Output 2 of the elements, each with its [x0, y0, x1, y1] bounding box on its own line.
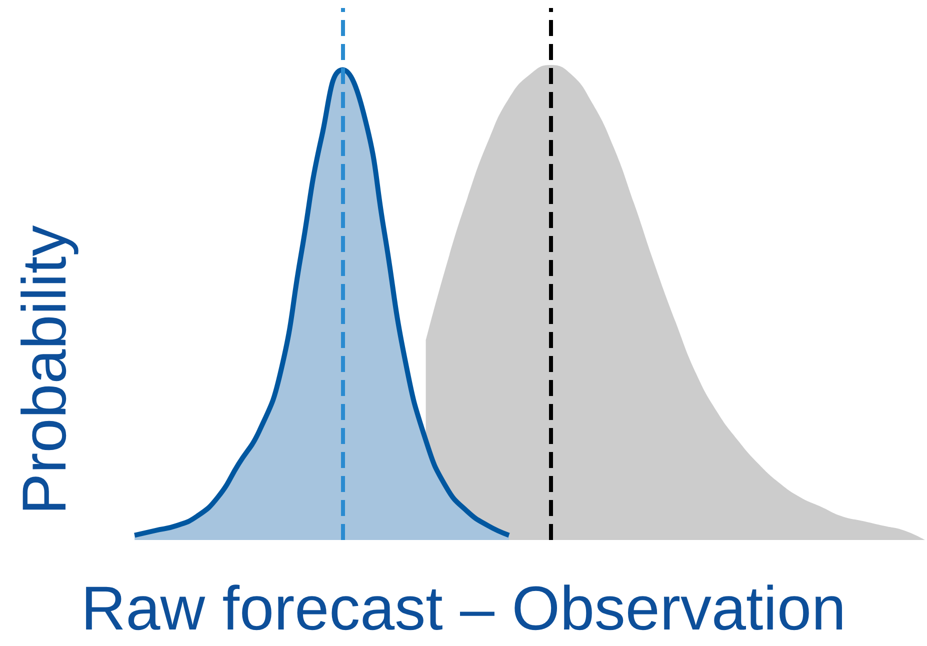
x-axis-title: Raw forecast – Observation: [80, 574, 846, 644]
y-axis-title: Probability: [10, 225, 80, 515]
